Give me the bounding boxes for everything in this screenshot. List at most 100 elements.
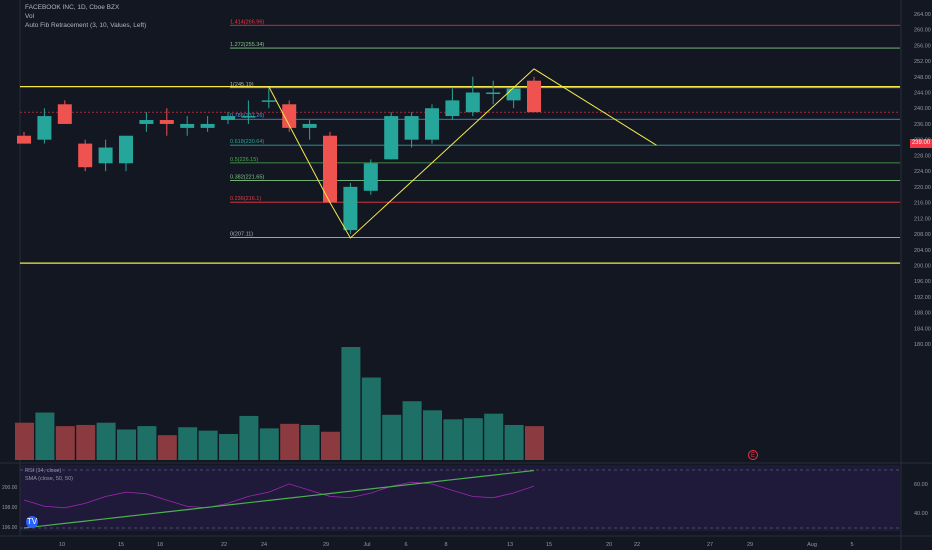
candle-body bbox=[445, 100, 460, 117]
price-tick-label: 180.00 bbox=[914, 342, 931, 348]
candle-body bbox=[139, 120, 154, 124]
candle-body bbox=[425, 108, 439, 140]
fib-level-label: 0.236(216.1) bbox=[230, 196, 261, 202]
current-price-tag: 239.00 bbox=[910, 139, 932, 148]
time-axis-label: 6 bbox=[404, 542, 407, 548]
time-axis-label: Jul bbox=[363, 542, 370, 548]
fib-level-label: 0.618(230.64) bbox=[230, 139, 264, 145]
candle-body bbox=[159, 120, 174, 124]
rsi-line bbox=[23, 481, 535, 509]
volume-bar bbox=[259, 428, 279, 460]
price-tick-label: 248.00 bbox=[914, 75, 931, 81]
fib-level-label: 0.382(221.65) bbox=[230, 175, 264, 181]
time-axis-label: 10 bbox=[59, 542, 65, 548]
price-tick-label: 256.00 bbox=[914, 43, 931, 49]
candle-body bbox=[261, 100, 276, 102]
rsi-pane-background bbox=[20, 465, 900, 531]
price-tick-label: 260.00 bbox=[914, 28, 931, 34]
candle-body bbox=[180, 123, 195, 128]
volume-bar bbox=[463, 418, 483, 460]
candle-body bbox=[221, 116, 235, 121]
price-tick-label: 244.00 bbox=[914, 91, 931, 97]
time-axis-label: 8 bbox=[444, 542, 447, 548]
volume-bar bbox=[484, 413, 504, 460]
volume-bar bbox=[300, 424, 320, 460]
time-axis-label: 24 bbox=[261, 542, 267, 548]
time-axis-label: Aug bbox=[807, 542, 817, 548]
time-axis-label: 29 bbox=[323, 542, 329, 548]
time-axis-label: 15 bbox=[118, 542, 124, 548]
candle-body bbox=[98, 147, 113, 164]
sma-indicator-label[interactable]: SMA (close, 50, 50) bbox=[25, 476, 73, 482]
price-tick-label: 228.00 bbox=[914, 153, 931, 159]
time-axis-label: 27 bbox=[707, 542, 713, 548]
price-tick-label: 184.00 bbox=[914, 326, 931, 332]
price-tick-label: 212.00 bbox=[914, 216, 931, 222]
fib-level-label: 1(245.19) bbox=[230, 82, 254, 88]
volume-bar bbox=[280, 423, 300, 460]
tradingview-logo-icon[interactable]: TV bbox=[26, 516, 38, 528]
candle-body bbox=[200, 123, 215, 128]
price-tick-label: 204.00 bbox=[914, 248, 931, 254]
volume-bar bbox=[117, 429, 136, 460]
price-tick-label: 264.00 bbox=[914, 12, 931, 18]
time-axis-label: 5 bbox=[850, 542, 853, 548]
fib-indicator-label[interactable]: Auto Fib Retracement (3, 10, Values, Lef… bbox=[25, 22, 147, 29]
time-axis-label: 13 bbox=[507, 542, 513, 548]
volume-bar bbox=[198, 430, 218, 460]
candle-body bbox=[527, 80, 541, 113]
candle-body bbox=[241, 116, 256, 118]
candle-body bbox=[119, 135, 133, 164]
candle-body bbox=[465, 92, 480, 113]
fib-level-label: 0(207.11) bbox=[230, 232, 253, 238]
volume-bar bbox=[137, 426, 157, 460]
candle-body bbox=[78, 143, 93, 168]
volume-indicator-label[interactable]: Vol bbox=[25, 13, 35, 20]
candle-body bbox=[343, 186, 358, 231]
candle-body bbox=[57, 104, 72, 124]
candle-body bbox=[282, 104, 297, 128]
price-tick-label: 252.00 bbox=[914, 59, 931, 65]
rsi-left-axis-label: 200.00 bbox=[2, 485, 18, 491]
price-tick-label: 196.00 bbox=[914, 279, 931, 285]
fib-level-label: 1.414(266.96) bbox=[230, 19, 264, 25]
rsi-axis-label: 40.00 bbox=[914, 511, 928, 517]
time-axis-label: 29 bbox=[747, 542, 753, 548]
symbol-title[interactable]: FACEBOOK INC, 1D, Cboe BZX bbox=[25, 4, 120, 11]
volume-bar bbox=[55, 426, 75, 460]
time-axis-label: 20 bbox=[606, 542, 612, 548]
volume-bar bbox=[96, 422, 116, 460]
volume-bar bbox=[219, 434, 238, 460]
volume-bar bbox=[361, 377, 381, 460]
candle-body bbox=[323, 135, 337, 203]
volume-bar bbox=[239, 415, 259, 460]
time-axis-label: 22 bbox=[634, 542, 640, 548]
volume-bar bbox=[504, 424, 524, 460]
volume-bar bbox=[402, 401, 422, 460]
candle-body bbox=[302, 123, 317, 128]
price-tick-label: 224.00 bbox=[914, 169, 931, 175]
zigzag-line bbox=[268, 68, 657, 239]
rsi-indicator-label[interactable]: RSI (14, close) bbox=[25, 468, 62, 474]
volume-bar bbox=[443, 419, 463, 460]
candle-body bbox=[506, 88, 521, 101]
rsi-left-axis-label: 196.00 bbox=[2, 525, 18, 531]
rsi-legend: RSI (14, close) SMA (close, 50, 50) bbox=[25, 467, 73, 483]
candle-body bbox=[384, 116, 399, 160]
price-tick-label: 220.00 bbox=[914, 185, 931, 191]
candle-body bbox=[37, 116, 52, 140]
earnings-icon[interactable]: E bbox=[748, 450, 758, 460]
volume-bar bbox=[382, 414, 402, 460]
chart-legend: FACEBOOK INC, 1D, Cboe BZX Vol Auto Fib … bbox=[25, 3, 146, 30]
candle-body bbox=[486, 92, 501, 94]
price-tick-label: 200.00 bbox=[914, 264, 931, 270]
volume-bar bbox=[15, 422, 34, 460]
price-tick-label: 192.00 bbox=[914, 295, 931, 301]
candle-body bbox=[17, 135, 31, 144]
volume-bar bbox=[178, 427, 198, 460]
volume-bar bbox=[157, 435, 177, 460]
price-tick-label: 240.00 bbox=[914, 106, 931, 112]
volume-bar bbox=[525, 426, 544, 460]
time-axis-label: 15 bbox=[546, 542, 552, 548]
